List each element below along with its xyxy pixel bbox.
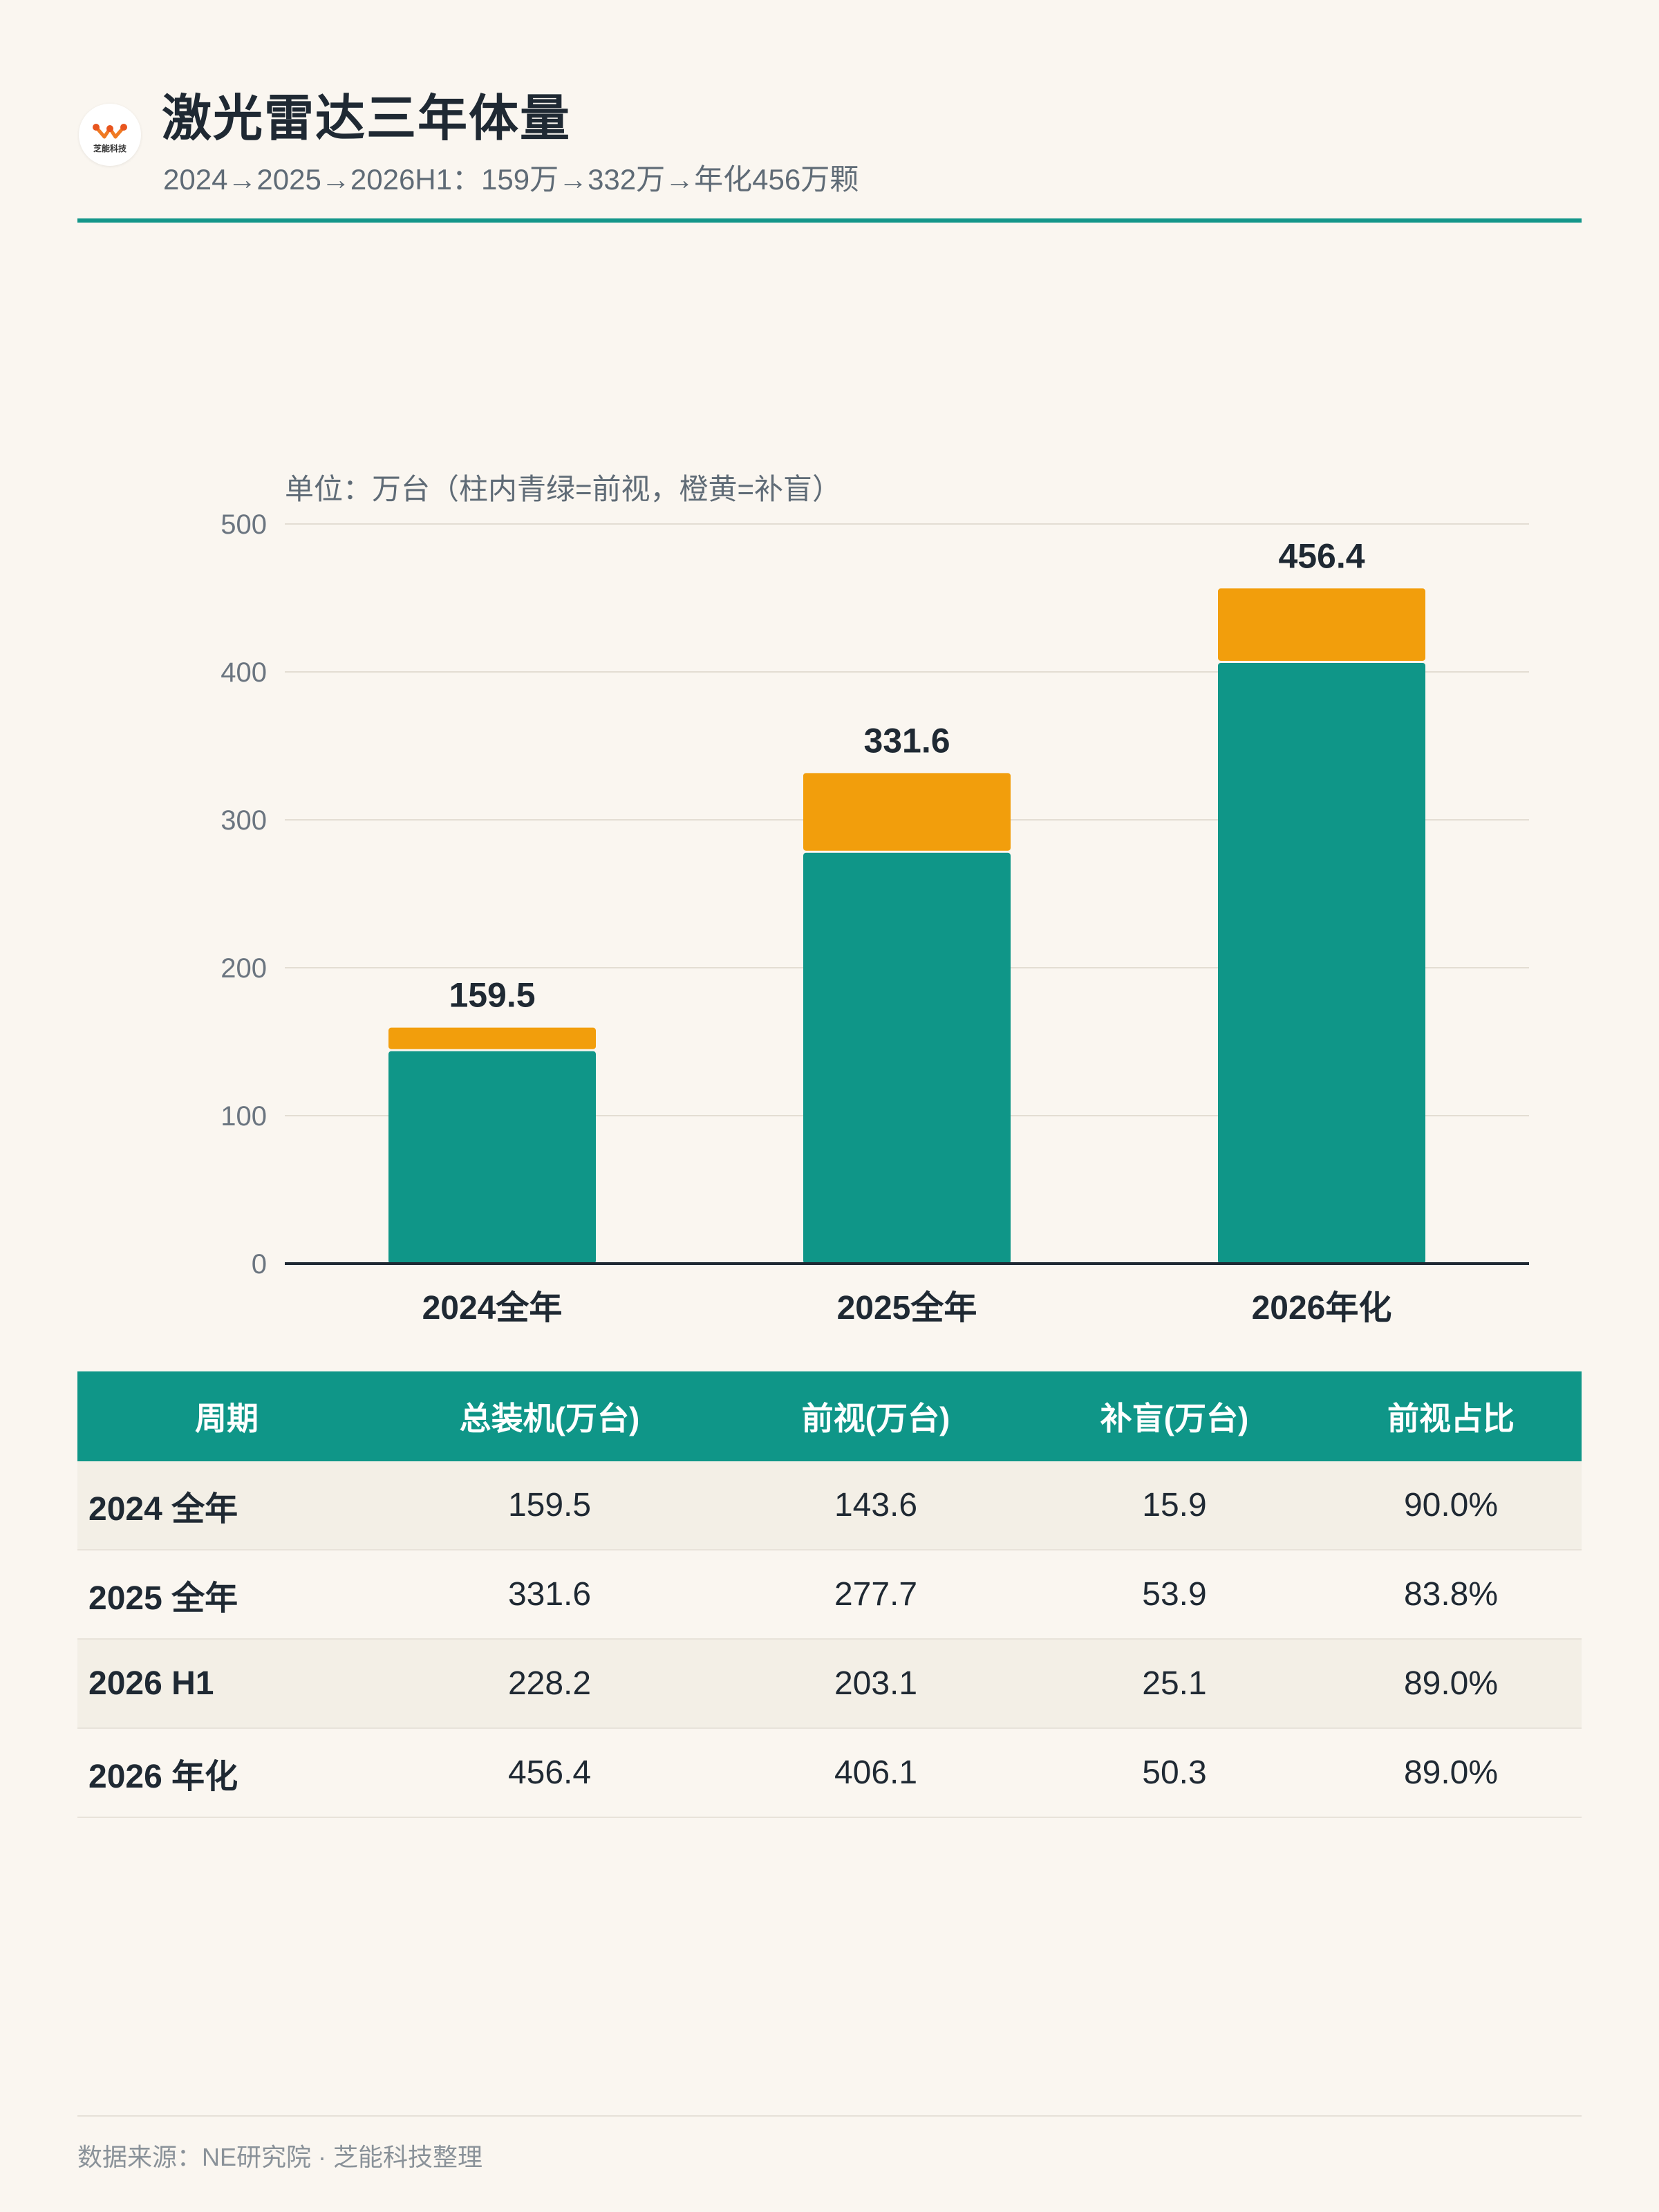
y-tick-label: 300 — [221, 805, 267, 836]
x-tick-label: 2025全年 — [837, 1289, 977, 1327]
brand-logo: 芝能科技 — [79, 104, 141, 166]
y-tick-label: 500 — [221, 509, 267, 540]
bar-segment-front — [803, 852, 1011, 1264]
cell-total: 159.5 — [376, 1461, 723, 1550]
bar-segment-blind — [1218, 588, 1425, 661]
cell-front: 406.1 — [723, 1728, 1029, 1818]
page-title: 激光雷达三年体量 — [162, 91, 572, 147]
header-divider — [77, 218, 1582, 223]
stacked-bar-chart: 0 100 200 300 400 500 159.5 2024全年 331.6 2025全年 45… — [221, 509, 1529, 1327]
table-row: 2025 全年 331.6 277.7 53.9 83.8% — [77, 1550, 1582, 1640]
logo-mark-icon — [93, 124, 127, 139]
cell-blind: 15.9 — [1029, 1461, 1320, 1550]
cell-front: 203.1 — [723, 1639, 1029, 1729]
y-tick-label: 200 — [221, 953, 267, 984]
cell-front: 143.6 — [723, 1461, 1029, 1550]
logo-text: 芝能科技 — [93, 144, 126, 153]
cell-period: 2026 年化 — [77, 1728, 376, 1818]
bar-segment-blind — [388, 1027, 596, 1049]
source-footer: 数据来源：NE研究院 · 芝能科技整理 — [77, 2143, 483, 2171]
table-header-row: 周期 总装机(万台) 前视(万台) 补盲(万台) 前视占比 — [77, 1371, 1582, 1461]
table-row: 2026 年化 456.4 406.1 50.3 89.0% — [77, 1728, 1582, 1818]
column-header-blind: 补盲(万台) — [1029, 1371, 1320, 1461]
x-tick-label: 2024全年 — [422, 1289, 563, 1327]
cell-share: 83.8% — [1320, 1550, 1582, 1640]
table-row: 2024 全年 159.5 143.6 15.9 90.0% — [77, 1461, 1582, 1550]
cell-front: 277.7 — [723, 1550, 1029, 1640]
y-tick-label: 400 — [221, 657, 267, 688]
table-row: 2026 H1 228.2 203.1 25.1 89.0% — [77, 1639, 1582, 1729]
bar-total-label: 331.6 — [863, 721, 950, 760]
cell-share: 89.0% — [1320, 1728, 1582, 1818]
y-tick-label: 100 — [221, 1101, 267, 1132]
column-header-period: 周期 — [77, 1371, 376, 1461]
page-subtitle: 2024→2025→2026H1：159万→332万→年化456万颗 — [163, 163, 859, 196]
x-tick-label: 2026年化 — [1252, 1290, 1392, 1327]
bar-total-label: 159.5 — [449, 976, 535, 1015]
footer-divider — [77, 2115, 1582, 2117]
bar-segment-front — [1218, 662, 1425, 1264]
bar-segment-front — [388, 1051, 596, 1264]
cell-blind: 50.3 — [1029, 1728, 1320, 1818]
cell-total: 331.6 — [376, 1550, 723, 1640]
cell-blind: 25.1 — [1029, 1639, 1320, 1729]
data-table: 周期 总装机(万台) 前视(万台) 补盲(万台) 前视占比 2024 全年 15… — [77, 1371, 1582, 1818]
cell-blind: 53.9 — [1029, 1550, 1320, 1640]
cell-period: 2025 全年 — [77, 1550, 376, 1640]
chart-unit-note: 单位：万台（柱内青绿=前视，橙黄=补盲） — [285, 473, 842, 505]
column-header-share: 前视占比 — [1320, 1371, 1582, 1461]
cell-period: 2026 H1 — [77, 1639, 376, 1729]
cell-total: 228.2 — [376, 1639, 723, 1729]
cell-total: 456.4 — [376, 1728, 723, 1818]
y-tick-label: 0 — [252, 1249, 267, 1280]
column-header-total: 总装机(万台) — [376, 1371, 723, 1461]
cell-share: 90.0% — [1320, 1461, 1582, 1550]
bar-total-label: 456.4 — [1278, 536, 1365, 575]
column-header-front: 前视(万台) — [723, 1371, 1029, 1461]
cell-period: 2024 全年 — [77, 1461, 376, 1550]
cell-share: 89.0% — [1320, 1639, 1582, 1729]
bar-segment-blind — [803, 773, 1011, 851]
